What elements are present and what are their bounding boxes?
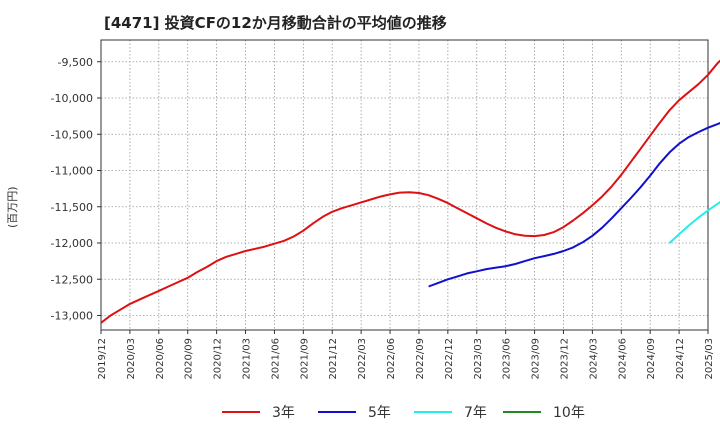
- x-tick-label: 2022/12: [444, 338, 455, 380]
- x-tick-label: 2024/06: [617, 338, 628, 380]
- x-tick-label: 2024/09: [646, 338, 657, 380]
- legend-item: 10年: [503, 402, 585, 422]
- legend-item: 5年: [318, 402, 391, 422]
- x-tick-label: 2021/03: [242, 338, 253, 380]
- y-tick-label: -11,000: [51, 165, 93, 178]
- x-tick-label: 2021/06: [270, 338, 281, 380]
- x-tick-label: 2020/06: [155, 338, 166, 380]
- axes: [100, 39, 709, 331]
- legend: 3年 5年 7年 10年: [0, 402, 720, 428]
- y-tick-label: -12,500: [51, 273, 93, 286]
- y-tick-labels: -13,000 -12,500 -12,000 -11,500 -11,000 -10,5…: [51, 56, 101, 323]
- x-tick-label: 2023/03: [473, 338, 484, 380]
- legend-item: 7年: [414, 402, 487, 422]
- x-tick-label: 2020/12: [213, 338, 224, 380]
- x-tick-label: 2023/09: [531, 338, 542, 380]
- x-tick-labels: 2019/12 2020/03 2020/06 2020/09 2020/12 2021/…: [97, 330, 715, 380]
- series-lines: [100, 59, 720, 324]
- y-tick-label: -13,000: [51, 310, 93, 323]
- legend-item: 3年: [222, 402, 295, 422]
- x-tick-label: 2022/09: [415, 338, 426, 380]
- series-line-5年: [428, 121, 720, 288]
- x-tick-label: 2022/06: [386, 338, 397, 380]
- x-tick-label: 2019/12: [97, 338, 108, 380]
- x-tick-label: 2020/09: [184, 338, 195, 380]
- x-tick-label: 2022/03: [357, 338, 368, 380]
- series-line-3年: [100, 59, 720, 324]
- legend-swatch: [318, 411, 356, 413]
- legend-label: 7年: [464, 405, 487, 421]
- legend-swatch: [414, 411, 452, 413]
- y-tick-label: -10,500: [51, 128, 93, 141]
- legend-label: 5年: [368, 405, 391, 421]
- legend-label: 10年: [553, 405, 585, 421]
- y-tick-label: -12,000: [51, 237, 93, 250]
- legend-swatch: [222, 411, 260, 413]
- series-line-7年: [668, 200, 720, 244]
- x-tick-label: 2021/09: [299, 338, 310, 380]
- chart-title: [4471] 投資CFの12か月移動合計の平均値の推移: [104, 14, 447, 32]
- x-tick-label: 2021/12: [328, 338, 339, 380]
- x-tick-label: 2023/06: [502, 338, 513, 380]
- y-tick-label: -11,500: [51, 201, 93, 214]
- x-tick-label: 2024/12: [675, 338, 686, 380]
- legend-label: 3年: [272, 405, 295, 421]
- x-tick-label: 2025/03: [704, 338, 715, 380]
- line-chart: -13,000 -12,500 -12,000 -11,500 -11,000 -10,5…: [51, 39, 720, 380]
- plot-frame: [100, 39, 709, 331]
- x-tick-label: 2023/12: [559, 338, 570, 380]
- x-tick-label: 2020/03: [126, 338, 137, 380]
- y-tick-label: -9,500: [58, 56, 93, 69]
- grid-lines: [101, 40, 708, 330]
- y-tick-label: -10,000: [51, 92, 93, 105]
- x-tick-label: 2024/03: [588, 338, 599, 380]
- legend-swatch: [503, 411, 541, 413]
